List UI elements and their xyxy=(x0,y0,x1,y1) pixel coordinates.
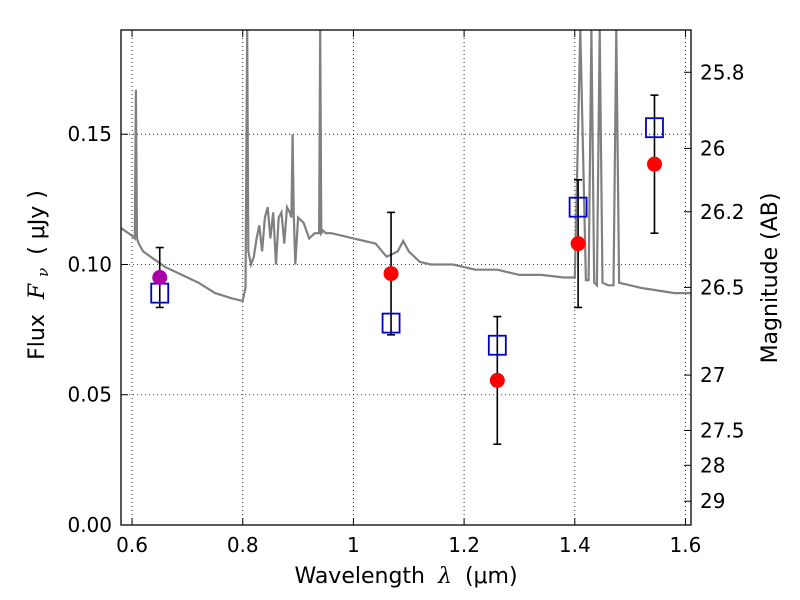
right-tick-label: 26.2 xyxy=(700,200,745,224)
x-tick-label: 1.2 xyxy=(448,533,480,557)
x-tick-label: 0.8 xyxy=(227,533,259,557)
right-tick-label: 29 xyxy=(700,489,725,513)
plot-frame xyxy=(120,29,692,526)
right-tick-label: 26 xyxy=(700,136,725,160)
y-axis-title: Flux F ν ( μJy ) xyxy=(25,190,54,360)
observed-point xyxy=(383,266,399,282)
observed-photometry-markers xyxy=(152,156,662,388)
y-tick-label: 0.10 xyxy=(67,252,112,276)
grid xyxy=(121,30,691,526)
x-tick-label: 1.6 xyxy=(670,533,702,557)
model-photometry-point xyxy=(645,117,664,139)
x-axis-title: Wavelength λ (μm) xyxy=(294,564,517,589)
y-tick-label: 0.15 xyxy=(67,122,112,146)
right-tick-label: 28 xyxy=(700,453,725,477)
x-tick-label: 1 xyxy=(347,533,360,557)
y-tick-label: 0.00 xyxy=(67,513,112,537)
x-axis-title-text: Wavelength xyxy=(294,564,425,589)
y-axis-title-subscript: ν xyxy=(34,268,52,277)
ticks: 0.6 0.8 1 1.2 1.4 1.6 0.00 0.05 0.10 0.15 25.8 26 26… xyxy=(67,30,745,557)
observed-point xyxy=(646,156,662,172)
right-tick-label: 26.5 xyxy=(700,275,745,299)
y-axis-title-symbol: F xyxy=(25,283,50,300)
x-tick-label: 0.6 xyxy=(116,533,148,557)
y-axis-title-text: Flux xyxy=(25,314,50,360)
right-axis-title: Magnitude (AB) xyxy=(758,193,783,364)
x-axis-title-unit: (μm) xyxy=(465,564,518,589)
model-spectrum xyxy=(121,30,691,303)
model-spectrum-line xyxy=(121,30,691,303)
model-photometry-point xyxy=(381,312,401,334)
model-photometry-point xyxy=(487,334,507,356)
model-photometry-markers xyxy=(150,117,664,356)
y-tick-label: 0.05 xyxy=(67,383,112,407)
observed-point xyxy=(489,372,505,388)
observed-point xyxy=(152,270,168,285)
observed-point xyxy=(570,236,586,252)
right-tick-label: 27 xyxy=(700,363,725,387)
x-tick-label: 1.4 xyxy=(559,533,591,557)
right-tick-label: 27.5 xyxy=(700,418,745,442)
right-tick-label: 25.8 xyxy=(700,60,745,84)
model-photometry-point xyxy=(568,196,588,218)
y-axis-title-unit: ( μJy ) xyxy=(25,190,50,255)
x-axis-title-symbol: λ xyxy=(437,564,452,589)
